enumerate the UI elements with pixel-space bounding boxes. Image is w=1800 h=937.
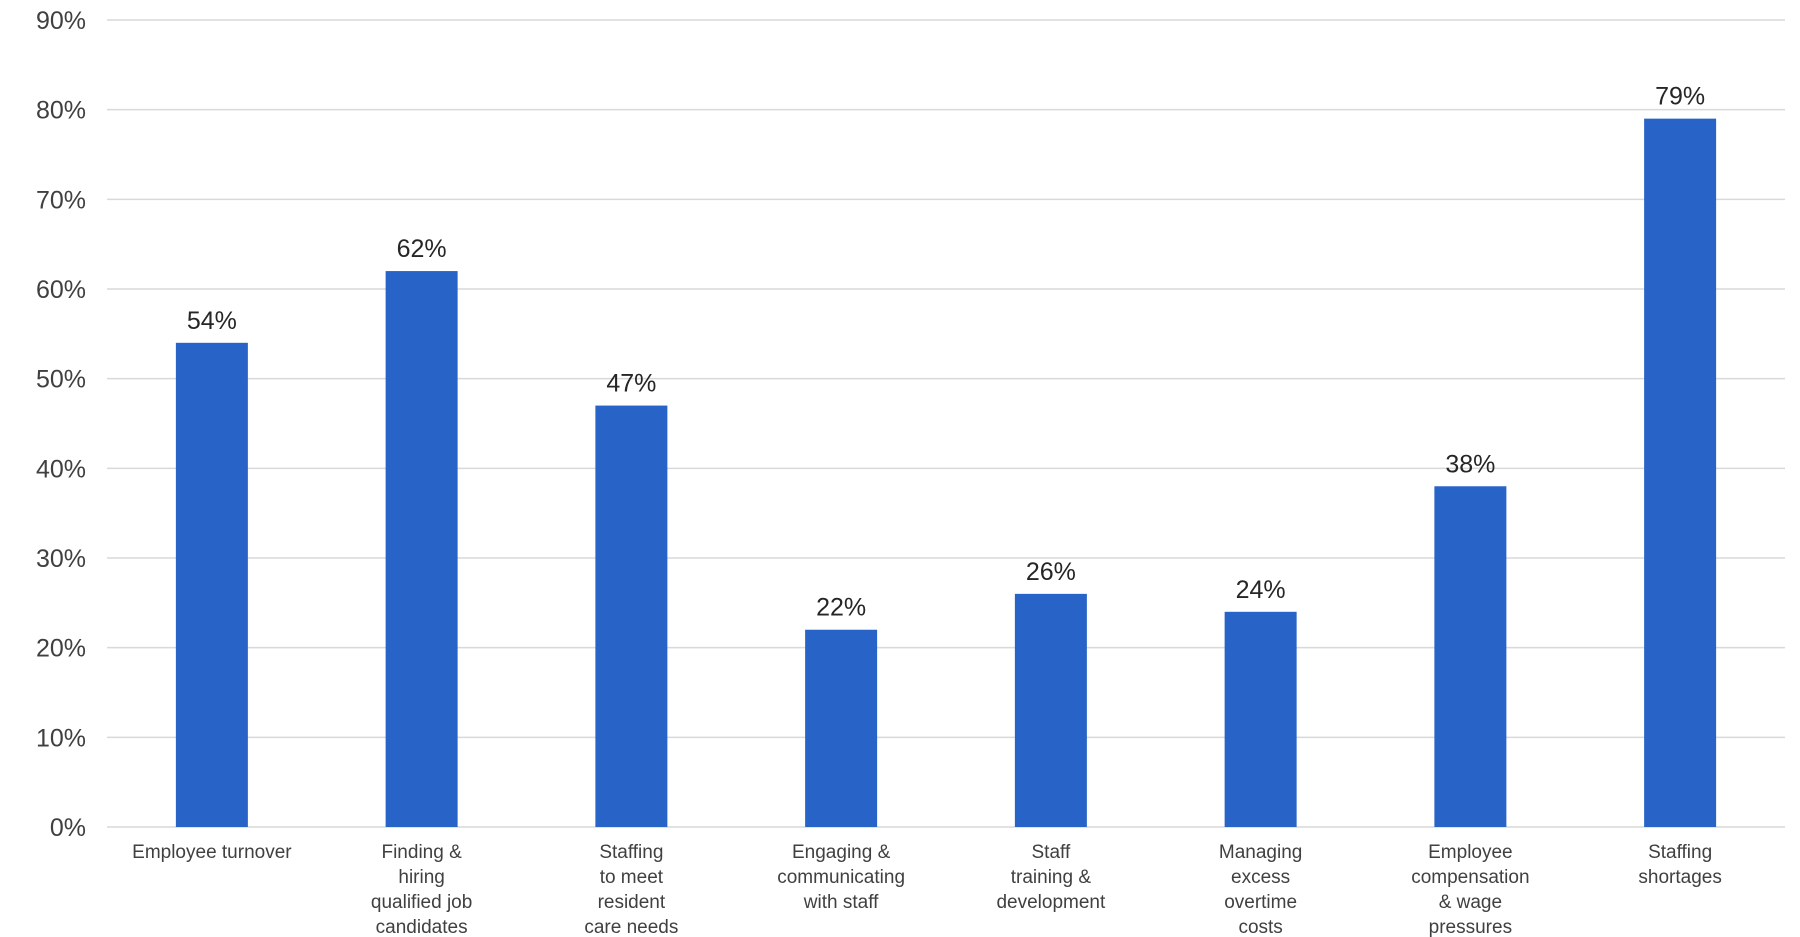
category-label: Employee compensation & wage pressures [1411,842,1529,937]
y-tick-label: 30% [36,545,86,573]
y-tick-label: 90% [36,7,86,35]
category-label: Engaging & communicating with staff [777,842,905,913]
y-tick-label: 60% [36,276,86,304]
category-label: Staffing shortages [1638,842,1721,888]
category-label: Employee turnover [132,842,292,863]
data-label: 22% [816,594,866,622]
x-axis-category-labels: Employee turnover Finding & hiring qualifie… [132,842,1722,937]
bar [595,405,668,827]
y-tick-label: 50% [36,366,86,394]
category-label: Staffing to meet resident care needs [584,842,678,937]
y-tick-label: 70% [36,186,86,214]
bar [1224,611,1297,827]
y-tick-label: 10% [36,724,86,752]
data-label: 38% [1445,450,1495,478]
category-label: Managing excess overtime costs [1219,842,1302,937]
bar [175,342,248,827]
bar [1014,593,1087,827]
data-label: 79% [1655,83,1705,111]
category-label: Staff training & development [996,842,1106,913]
data-label: 24% [1236,576,1286,604]
bar [1434,486,1507,827]
data-label: 26% [1026,558,1076,586]
bar [805,629,878,827]
data-label: 62% [397,235,447,263]
gridlines [107,19,1785,828]
y-tick-label: 40% [36,455,86,483]
data-label: 47% [606,370,656,398]
data-label: 54% [187,307,237,335]
y-tick-label: 20% [36,635,86,663]
y-tick-label: 0% [50,814,86,842]
y-tick-label: 80% [36,97,86,125]
bars [175,118,1717,828]
category-label: Finding & hiring qualified job candidates [371,842,472,937]
bar [1644,118,1717,828]
y-axis-tick-labels: 0% 10% 20% 30% 40% 50% 60% 70% 80% 90% [36,7,86,842]
bar [385,271,458,828]
data-labels: 54% 62% 47% 22% 26% 24% 38% 79% [187,83,1705,622]
